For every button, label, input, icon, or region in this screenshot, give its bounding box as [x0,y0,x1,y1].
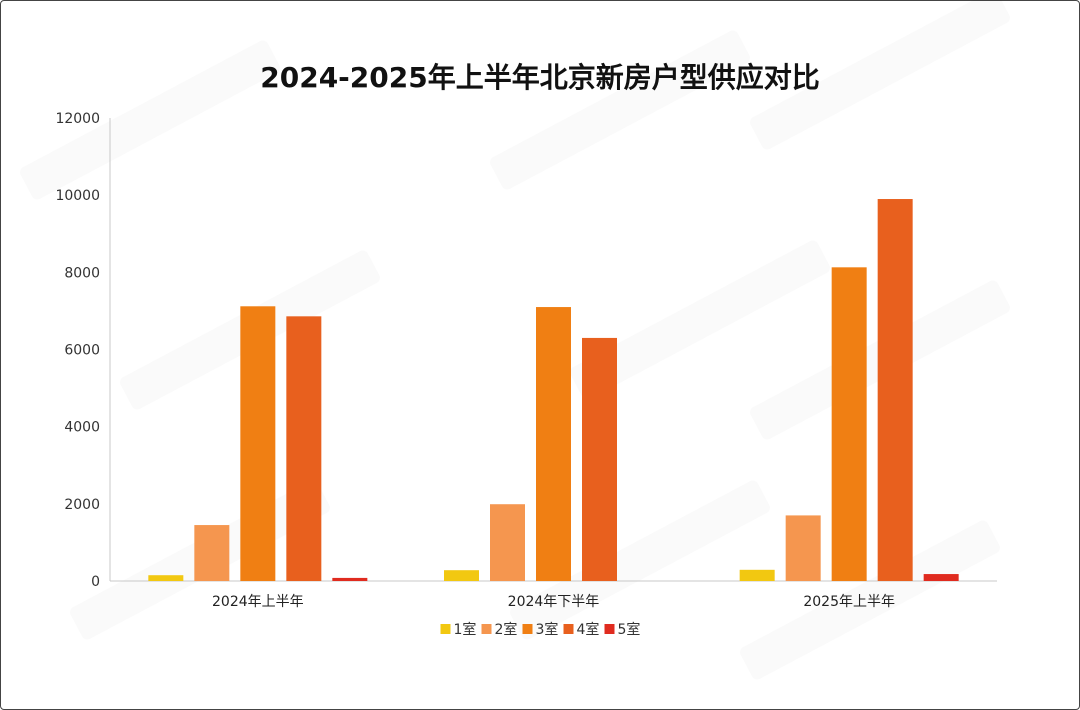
bar-3 [536,307,571,581]
bar-1 [148,575,184,581]
bar-2 [194,525,230,581]
y-tick-label: 6000 [64,343,100,359]
legend-label: 1室 [454,621,477,638]
bar-5 [332,577,368,581]
x-category-label: 2025年上半年 [803,594,895,610]
bar-4 [582,337,617,581]
legend-swatch [481,624,492,634]
legend-label: 5室 [618,621,641,638]
bar-5 [923,574,959,581]
y-tick-label: 4000 [64,420,100,436]
y-tick-label: 2000 [64,497,100,513]
bar-2 [490,504,525,581]
legend-label: 3室 [536,621,559,638]
legend: 1室 2室 3室 4室 5室 [440,621,641,638]
bar-1 [444,570,479,581]
chart-title: 2024-2025年上半年北京新房户型供应对比 [260,61,819,94]
watermark-mark [488,28,752,191]
bar-2 [785,515,821,581]
bar-1 [739,569,775,581]
x-category-label: 2024年上半年 [212,594,304,610]
y-tick-label: 10000 [55,188,100,204]
legend-swatch [563,624,574,634]
y-tick-label: 12000 [55,111,100,127]
bar-4 [286,316,322,581]
bar-4 [877,199,913,581]
bar-3 [240,306,276,581]
legend-swatch [440,624,451,634]
bars [148,199,959,581]
legend-label: 2室 [495,621,518,638]
y-tick-label: 0 [91,574,100,590]
legend-label: 4室 [577,621,600,638]
bar-3 [831,267,867,581]
x-category-label: 2024年下半年 [508,594,600,610]
legend-swatch [604,624,615,634]
y-tick-label: 8000 [64,265,100,281]
legend-swatch [522,624,533,634]
